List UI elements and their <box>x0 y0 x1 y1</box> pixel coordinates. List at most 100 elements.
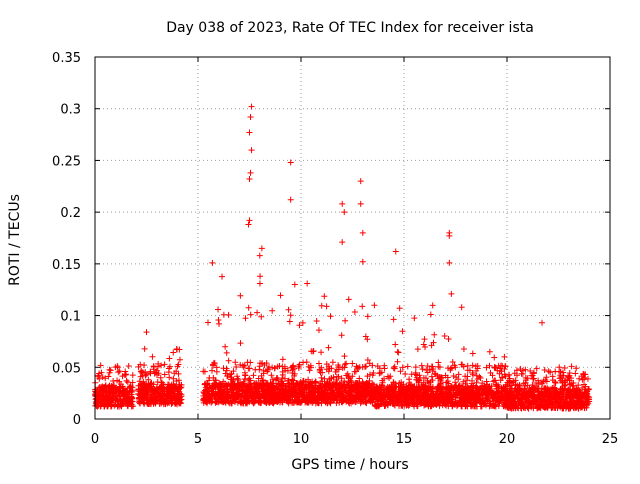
data-point <box>208 384 215 391</box>
data-point <box>173 378 180 385</box>
data-point <box>175 382 182 389</box>
data-point <box>291 372 298 379</box>
data-point <box>334 388 341 395</box>
data-point <box>223 397 230 404</box>
data-point <box>245 377 252 384</box>
data-point <box>396 390 403 397</box>
data-point <box>463 383 470 390</box>
data-point <box>569 383 576 390</box>
data-point <box>225 381 232 388</box>
data-point <box>420 341 427 348</box>
data-point <box>167 363 174 370</box>
data-point <box>330 374 337 381</box>
data-point <box>308 398 315 405</box>
data-point <box>370 395 377 402</box>
data-point <box>148 381 155 388</box>
data-point <box>442 372 449 379</box>
data-point <box>493 395 500 402</box>
data-point <box>367 397 374 404</box>
data-point <box>490 395 497 402</box>
data-point <box>539 319 546 326</box>
data-point <box>420 374 427 381</box>
data-point <box>297 378 304 385</box>
data-point <box>232 396 239 403</box>
data-point <box>573 384 580 391</box>
data-point <box>469 370 476 377</box>
data-point <box>331 381 338 388</box>
data-point <box>342 361 349 368</box>
data-point <box>463 377 470 384</box>
data-point <box>319 391 326 398</box>
data-point <box>529 372 536 379</box>
data-point <box>472 384 479 391</box>
data-point <box>511 370 518 377</box>
data-point <box>115 369 122 376</box>
data-point <box>150 363 157 370</box>
data-point <box>164 385 171 392</box>
data-point <box>415 392 422 399</box>
data-point <box>428 373 435 380</box>
data-point <box>413 383 420 390</box>
data-point <box>267 386 274 393</box>
data-point <box>272 377 279 384</box>
data-point <box>585 386 592 393</box>
data-point <box>517 365 524 372</box>
data-point <box>429 302 436 309</box>
data-point <box>251 381 258 388</box>
data-point <box>494 367 501 374</box>
data-point <box>412 364 419 371</box>
data-point <box>521 386 528 393</box>
data-point <box>112 401 119 408</box>
data-point <box>374 363 381 370</box>
data-point <box>345 373 352 380</box>
data-point <box>524 382 531 389</box>
data-point <box>562 401 569 408</box>
data-point <box>246 365 253 372</box>
data-point <box>293 380 300 387</box>
data-point <box>286 389 293 396</box>
data-point <box>139 383 146 390</box>
data-point <box>220 365 227 372</box>
data-point <box>335 366 342 373</box>
data-point <box>101 387 108 394</box>
data-point <box>103 394 110 401</box>
data-points <box>92 103 593 412</box>
data-point <box>374 392 381 399</box>
data-point <box>237 292 244 299</box>
data-point <box>237 399 244 406</box>
data-point <box>421 344 428 351</box>
data-point <box>486 362 493 369</box>
data-point <box>135 395 142 402</box>
data-point <box>465 388 472 395</box>
data-point <box>170 386 177 393</box>
data-point <box>482 400 489 407</box>
data-point <box>245 221 252 228</box>
data-point <box>492 377 499 384</box>
data-point <box>339 239 346 246</box>
data-point <box>211 360 218 367</box>
data-point <box>499 374 506 381</box>
data-point <box>349 360 356 367</box>
data-point <box>481 397 488 404</box>
data-point <box>487 369 494 376</box>
data-point <box>339 399 346 406</box>
data-point <box>399 328 406 335</box>
data-point <box>363 363 370 370</box>
data-point <box>137 361 144 368</box>
data-point <box>317 369 324 376</box>
data-point <box>523 395 530 402</box>
data-point <box>561 382 568 389</box>
data-point <box>515 390 522 397</box>
data-point <box>279 356 286 363</box>
data-point <box>476 386 483 393</box>
data-point <box>325 344 332 351</box>
data-point <box>412 388 419 395</box>
data-point <box>504 388 511 395</box>
data-point <box>522 383 529 390</box>
data-point <box>333 373 340 380</box>
data-point <box>565 405 572 412</box>
data-point <box>472 399 479 406</box>
data-point <box>242 315 249 322</box>
data-point <box>241 376 248 383</box>
data-point <box>147 394 154 401</box>
